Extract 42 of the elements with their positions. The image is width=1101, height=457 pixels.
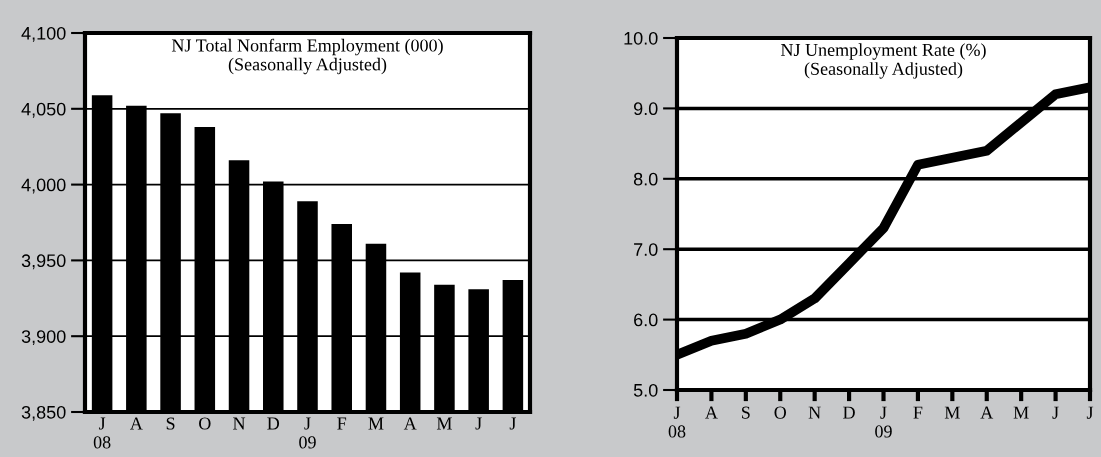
y-tick-label: 10.0 [624, 31, 658, 45]
x-tick-label: N [808, 406, 821, 419]
y-tick-label: 4,100 [21, 26, 66, 42]
x-tick-label: N [233, 417, 246, 430]
y-tick-label: 8.0 [633, 172, 658, 186]
x-tick-label: M [368, 417, 384, 430]
x-tick-label: D [267, 417, 280, 430]
text: (Seasonally Adjusted) [804, 62, 963, 79]
x-tick-label: S [166, 417, 175, 430]
x-tick-label: J [475, 417, 482, 430]
x-tick-label: F [337, 417, 347, 430]
y-tick-label: 9.0 [634, 102, 658, 116]
x-tick-label: A [130, 417, 143, 430]
x-tick-label: J 09 [299, 417, 316, 449]
y-tick-label: 4,050 [21, 102, 66, 118]
text: (Seasonally Adjusted) [228, 57, 387, 75]
x-tick-label: O [199, 417, 211, 430]
y-tick-label: 4,000 [21, 178, 66, 194]
x-tick-label: A [705, 406, 718, 419]
x-tick-label: M [436, 417, 452, 430]
chart-title: NJ Total Nonfarm Employment (000) [171, 38, 443, 56]
y-tick-label: 7.0 [634, 243, 658, 256]
x-tick-label: J [1086, 406, 1094, 419]
x-tick-label: A [403, 417, 417, 430]
x-tick-label: J 08 [93, 417, 111, 449]
y-tick-label: 3,950 [21, 254, 66, 270]
y-tick-label: 5.0 [633, 383, 658, 397]
y-tick-label: 3,850 [21, 405, 66, 421]
x-tick-label: A [980, 406, 994, 419]
x-tick-label: J 08 [668, 406, 686, 438]
x-tick-label: F [913, 406, 923, 419]
y-tick-label: 6.0 [634, 313, 658, 327]
x-tick-label: S [742, 406, 750, 419]
x-tick-label: J 09 [875, 406, 892, 438]
x-tick-label: J [509, 417, 517, 430]
x-tick-label: O [774, 406, 787, 419]
x-tick-label: M [944, 406, 960, 419]
x-tick-label: J [1052, 406, 1059, 419]
x-tick-label: D [843, 406, 855, 419]
y-tick-label: 3,900 [21, 330, 66, 346]
x-tick-label: M [1013, 406, 1029, 419]
chart-title: NJ Unemployment Rate (%) [780, 43, 986, 60]
